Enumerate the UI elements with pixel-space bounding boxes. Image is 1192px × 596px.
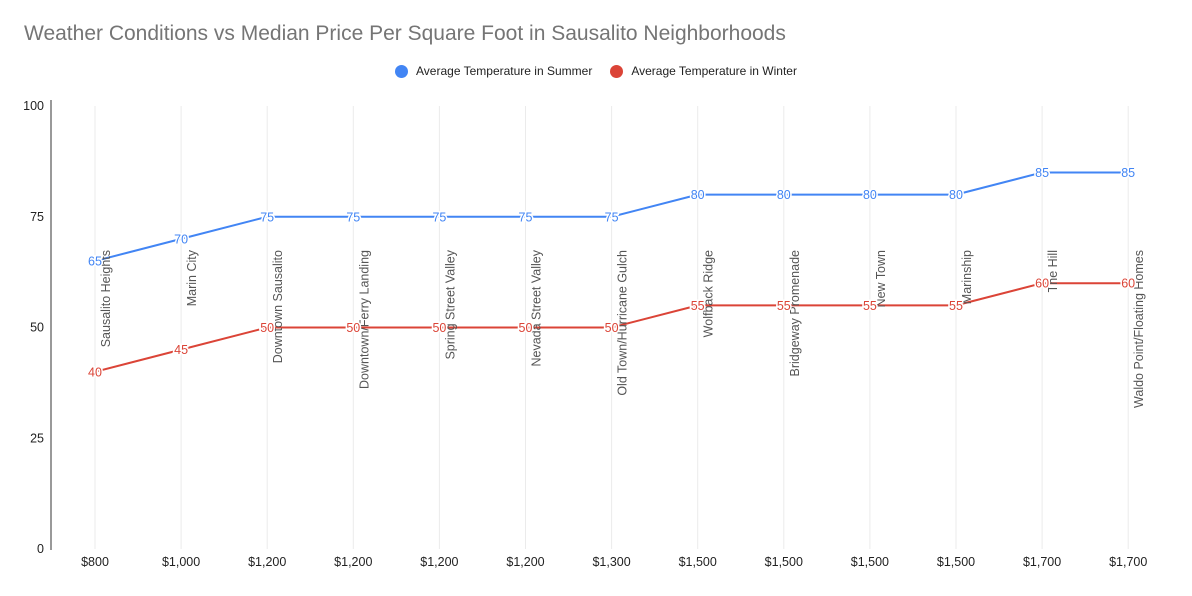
category-label: Wolfback Ridge xyxy=(702,250,716,337)
data-label-summer: 75 xyxy=(605,210,619,224)
category-label: Marin City xyxy=(185,249,199,306)
chart-title: Weather Conditions vs Median Price Per S… xyxy=(24,22,786,45)
category-label: Downtown/Ferry Landing xyxy=(357,250,371,389)
y-tick-label: 0 xyxy=(37,542,44,556)
category-label: The Hill xyxy=(1046,250,1060,292)
x-tick-label: $800 xyxy=(81,555,109,569)
category-label: Downtown Sausalito xyxy=(271,250,285,363)
data-label-summer: 65 xyxy=(88,255,102,269)
series-line-summer xyxy=(94,171,1129,263)
data-label-winter: 55 xyxy=(691,299,705,313)
legend-swatch-summer xyxy=(395,64,409,78)
data-label-winter: 55 xyxy=(949,299,963,313)
category-label: New Town xyxy=(874,250,888,307)
legend-swatch-winter xyxy=(610,64,624,78)
data-label-winter: 50 xyxy=(432,321,446,335)
x-tick-label: $1,200 xyxy=(506,555,544,569)
data-label-summer: 75 xyxy=(260,210,274,224)
data-label-summer: 70 xyxy=(174,232,188,246)
x-tick-label: $1,500 xyxy=(851,555,889,569)
y-tick-label: 75 xyxy=(30,210,44,224)
legend-item-summer[interactable]: Average Temperature in Summer xyxy=(395,64,592,78)
x-tick-label: $1,500 xyxy=(679,555,717,569)
category-label: Sausalito Heights xyxy=(99,250,113,347)
x-tick-label: $1,700 xyxy=(1109,555,1147,569)
legend-item-winter[interactable]: Average Temperature in Winter xyxy=(610,64,797,78)
x-tick-label: $1,500 xyxy=(765,555,803,569)
series-line-winter xyxy=(94,282,1129,373)
data-label-winter: 60 xyxy=(1035,277,1049,291)
x-tick-label: $1,500 xyxy=(937,555,975,569)
y-tick-label: 25 xyxy=(30,431,44,445)
data-label-winter: 40 xyxy=(88,365,102,379)
data-label-summer: 75 xyxy=(519,210,533,224)
y-tick-label: 100 xyxy=(23,99,44,113)
data-label-winter: 45 xyxy=(174,343,188,357)
x-tick-label: $1,300 xyxy=(592,555,630,569)
data-label-summer: 75 xyxy=(346,210,360,224)
data-label-winter: 50 xyxy=(519,321,533,335)
data-label-summer: 80 xyxy=(777,188,791,202)
data-label-summer: 85 xyxy=(1035,166,1049,180)
x-tick-label: $1,200 xyxy=(420,555,458,569)
category-label: Nevada Street Valley xyxy=(530,249,544,366)
data-label-winter: 60 xyxy=(1121,277,1135,291)
data-label-winter: 50 xyxy=(346,321,360,335)
data-label-summer: 80 xyxy=(863,188,877,202)
category-label: Old Town/Hurricane Gulch xyxy=(616,250,630,396)
data-label-winter: 55 xyxy=(777,299,791,313)
x-tick-label: $1,200 xyxy=(248,555,286,569)
data-label-summer: 85 xyxy=(1121,166,1135,180)
data-label-winter: 55 xyxy=(863,299,877,313)
category-label: Marinship xyxy=(960,250,974,304)
legend-label-winter: Average Temperature in Winter xyxy=(631,64,797,78)
data-label-winter: 50 xyxy=(605,321,619,335)
x-tick-label: $1,200 xyxy=(334,555,372,569)
data-label-summer: 75 xyxy=(432,210,446,224)
data-label-winter: 50 xyxy=(260,321,274,335)
category-label: Spring Street Valley xyxy=(443,249,457,359)
legend: Average Temperature in Summer Average Te… xyxy=(0,64,1192,78)
data-label-summer: 80 xyxy=(949,188,963,202)
legend-label-summer: Average Temperature in Summer xyxy=(416,64,593,78)
y-tick-label: 50 xyxy=(30,321,44,335)
category-label: Waldo Point/Floating Homes xyxy=(1132,250,1146,408)
x-tick-label: $1,700 xyxy=(1023,555,1061,569)
data-label-summer: 80 xyxy=(691,188,705,202)
x-tick-label: $1,000 xyxy=(162,555,200,569)
category-label: Bridgeway Promenade xyxy=(788,250,802,377)
